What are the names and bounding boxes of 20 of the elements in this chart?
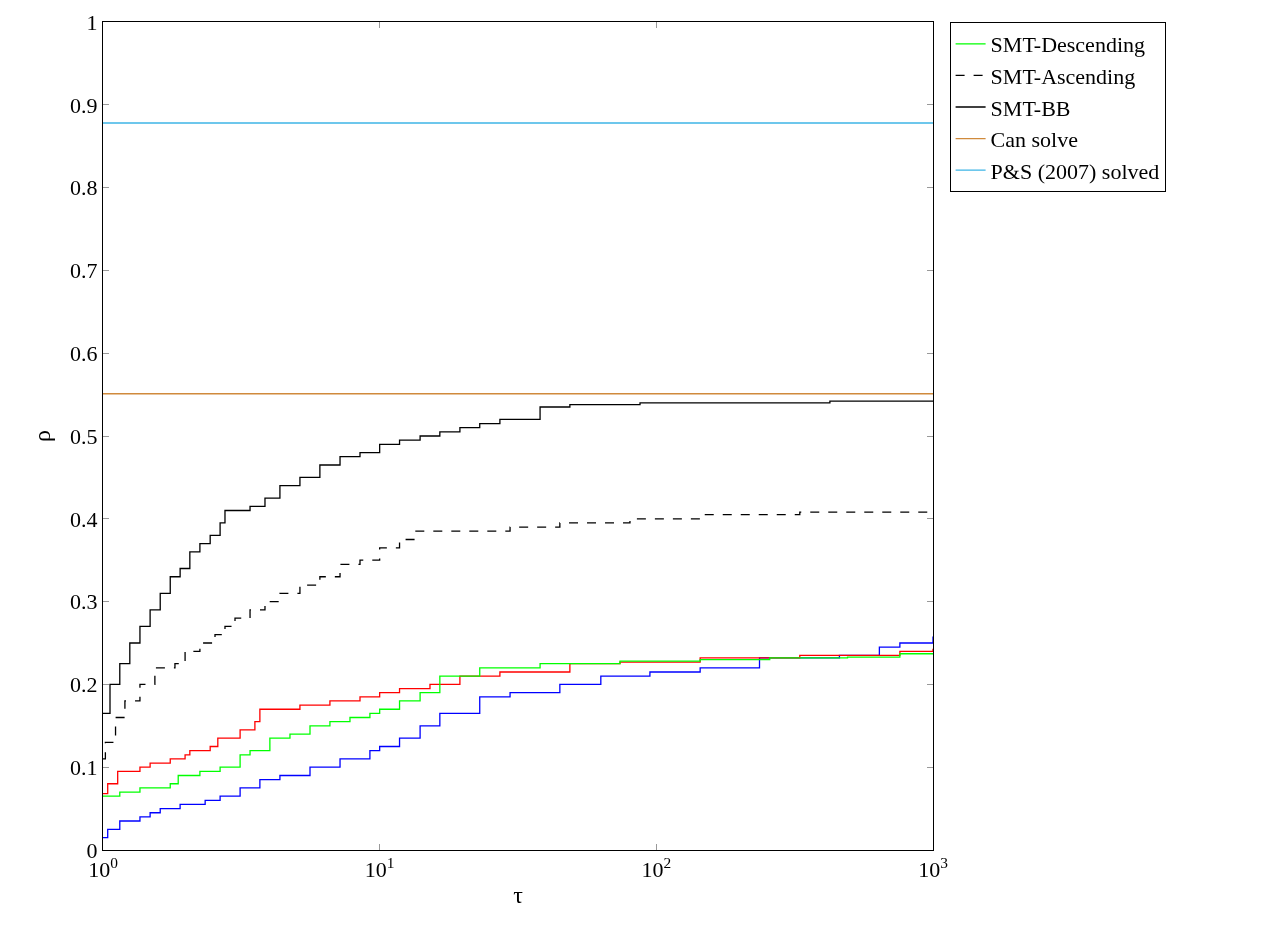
x-tick-label: 10$^{2}$ xyxy=(641,854,672,883)
x-axis-title: τ xyxy=(513,881,524,908)
y-tick-label: 0.7 xyxy=(70,258,98,284)
legend-label: Can solve xyxy=(990,127,1078,153)
legend-label: SMT-BB xyxy=(990,95,1071,121)
y-axis-title: ρ xyxy=(29,430,56,442)
y-tick-label: 0.9 xyxy=(70,92,98,118)
y-tick-label: 1 xyxy=(86,9,98,35)
y-tick-label: 0.1 xyxy=(70,754,98,780)
y-tick-label: 0.2 xyxy=(70,672,98,698)
x-tick-label: 10$^{3}$ xyxy=(918,854,949,883)
y-tick-label: 0.5 xyxy=(70,423,98,449)
legend-label: SMT-Ascending xyxy=(990,63,1136,89)
x-tick-label: 10$^{1}$ xyxy=(364,854,395,883)
y-tick-label: 0.6 xyxy=(70,340,98,366)
legend-label: SMT-Descending xyxy=(990,32,1146,58)
y-tick-label: 0.8 xyxy=(70,175,98,201)
y-tick-label: 0.4 xyxy=(70,506,98,532)
legend-label: P&S (2007) solved xyxy=(990,158,1160,184)
y-tick-label: 0.3 xyxy=(70,589,98,615)
